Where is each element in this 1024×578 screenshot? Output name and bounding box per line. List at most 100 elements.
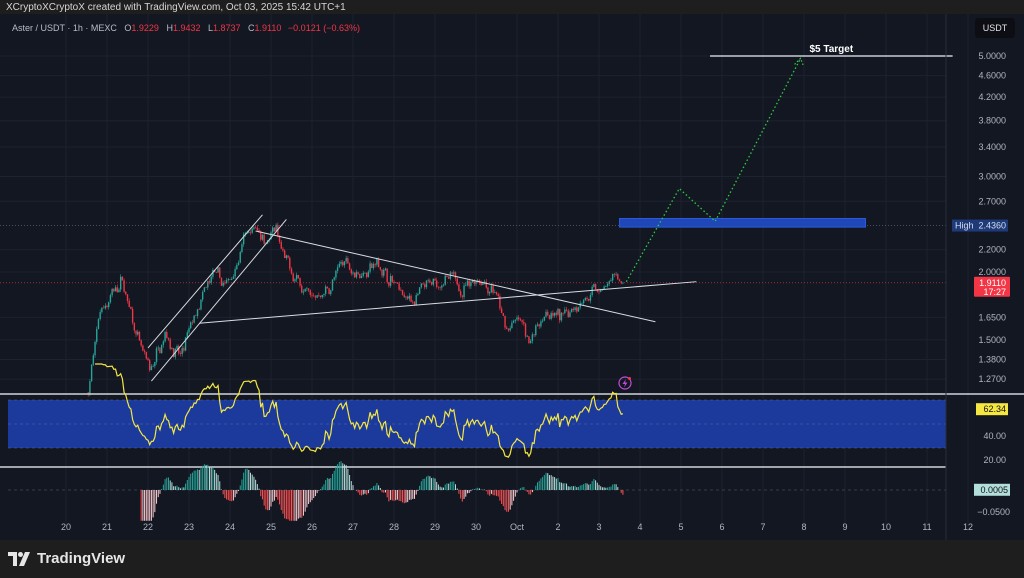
time-axis-label: 10 — [881, 522, 891, 532]
time-axis-label: 7 — [760, 522, 765, 532]
price-axis-label: 2.0000 — [978, 267, 1006, 277]
candle-body — [258, 230, 260, 232]
lightning-icon[interactable] — [618, 376, 632, 390]
candle-body — [172, 348, 175, 358]
price-axis-label: 1.6500 — [978, 312, 1006, 322]
candle-body — [572, 308, 575, 310]
time-axis-label: 5 — [678, 522, 683, 532]
candle-body — [106, 305, 108, 308]
candle-body — [314, 296, 317, 298]
candle-body — [606, 283, 609, 287]
projection-arrowhead — [794, 57, 805, 67]
candle-body — [307, 288, 310, 291]
candle-body — [220, 277, 223, 286]
top-bar: XCryptoXCryptoX created with TradingView… — [0, 0, 1024, 14]
candle-body — [294, 279, 296, 282]
time-axis-label: Oct — [510, 522, 525, 532]
candle-body — [458, 284, 460, 292]
candle-body — [254, 227, 257, 229]
candle-body — [101, 307, 103, 313]
candle-body — [113, 289, 115, 292]
macd-value-badge: 0.0005 — [974, 483, 1010, 496]
candle-body — [499, 296, 501, 309]
candle-body — [611, 273, 614, 281]
candle-body — [441, 285, 443, 288]
candle-body — [367, 271, 370, 278]
candle-body — [559, 308, 561, 321]
candle-body — [591, 286, 593, 296]
candle-body — [270, 232, 272, 240]
candle-body — [589, 295, 592, 301]
candle-body — [150, 366, 153, 371]
candle-body — [137, 331, 139, 335]
candle-body — [357, 272, 359, 274]
tradingview-logo[interactable]: TradingView — [8, 550, 125, 567]
candle-body — [412, 301, 414, 303]
candle-body — [436, 280, 438, 287]
candle-body — [393, 281, 395, 283]
symbol-legend: Aster / USDT · 1h · MEXC O1.9229 H1.9432… — [12, 23, 360, 33]
macd-pane — [0, 468, 946, 540]
time-axis-label: 6 — [719, 522, 724, 532]
candle-body — [600, 290, 602, 292]
currency-button[interactable]: USDT — [975, 18, 1015, 38]
candle-body — [338, 263, 341, 268]
high-badge: High 2.4360 — [952, 219, 1008, 232]
candle-body — [229, 279, 231, 280]
rsi-axis-label: 40.00 — [983, 431, 1006, 441]
tradingview-logo-icon — [8, 551, 30, 566]
candle-body — [511, 322, 513, 329]
candle-body — [500, 308, 503, 314]
candle-body — [275, 224, 277, 232]
chart-canvas[interactable]: 20 21 22 23 24 25 26 27 28 29 30 Oct 2 3 4 5 6 7 8 9 10 11 125… — [0, 14, 1024, 540]
candle-body — [178, 346, 180, 354]
candle-body — [336, 267, 339, 271]
candle-body — [215, 272, 218, 273]
candle-body — [620, 281, 622, 284]
candle-body — [405, 296, 407, 298]
candle-body — [396, 282, 399, 284]
macd-badge-value: 0.0005 — [980, 485, 1008, 495]
candle-body — [492, 285, 494, 293]
candle-body — [512, 320, 515, 323]
candle-body — [615, 274, 617, 275]
candle-body — [169, 339, 171, 349]
candle-body — [579, 303, 581, 308]
candle-body — [424, 284, 426, 288]
candle-body — [362, 272, 364, 276]
candle-body — [130, 306, 132, 309]
price-pane — [0, 14, 946, 394]
candle-body — [403, 294, 405, 298]
candle-body — [533, 334, 535, 336]
time-axis-label: 20 — [61, 522, 71, 532]
candle-body — [149, 360, 151, 371]
candle-body — [188, 328, 190, 333]
candle-body — [133, 322, 136, 331]
symbol-name[interactable]: Aster / USDT · 1h · MEXC — [12, 23, 117, 33]
candle-body — [140, 340, 142, 346]
candle-body — [593, 284, 595, 287]
candle-body — [227, 279, 229, 281]
candle-body — [171, 348, 173, 349]
candle-body — [125, 291, 127, 295]
price-axis-label: 3.4000 — [978, 142, 1006, 152]
candle-body — [335, 270, 337, 278]
candle-body — [359, 273, 361, 279]
candle-body — [260, 231, 262, 240]
candle-body — [454, 272, 457, 279]
time-axis-label: 4 — [637, 522, 642, 532]
price-axis-label: 2.2000 — [978, 245, 1006, 255]
candle-body — [183, 348, 185, 351]
ascending-trendline — [199, 281, 697, 324]
candle-body — [471, 280, 474, 283]
candle-body — [191, 322, 194, 323]
candle-body — [251, 228, 253, 233]
candle-body — [521, 320, 523, 322]
candle-body — [331, 279, 334, 291]
candle-body — [167, 337, 170, 340]
candle-body — [354, 272, 356, 278]
candle-body — [301, 285, 303, 293]
candle-body — [299, 278, 301, 286]
candle-body — [374, 264, 376, 265]
candle-body — [109, 295, 112, 303]
